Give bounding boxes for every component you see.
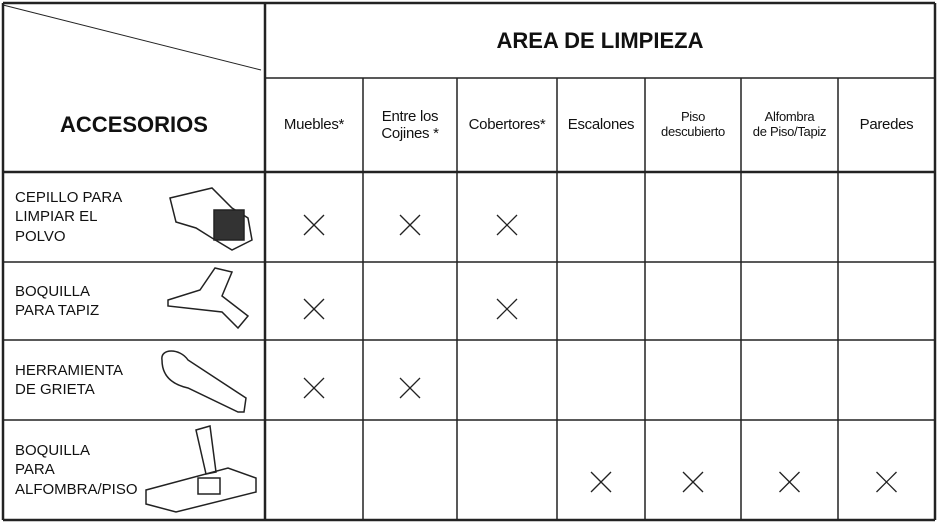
check-mark [303,377,325,399]
column-header: Entre los Cojines * [381,107,439,142]
icons [145,187,257,513]
check-mark [399,214,421,236]
column-header: Paredes [859,116,914,134]
check-stroke [399,377,421,399]
check-stroke [399,214,421,236]
check-stroke [682,471,704,493]
check-stroke [303,214,325,236]
row-label: CEPILLO PARA LIMPIAR EL POLVO [15,188,123,245]
check-stroke [876,471,897,493]
check-stroke [779,471,800,493]
check-mark [496,298,518,320]
column-header: Cobertores* [468,116,546,134]
check-stroke [590,471,612,493]
corner-label: ACCESORIOS [60,112,208,137]
check-mark [496,214,518,236]
check-stroke [496,214,518,236]
check-mark [303,214,325,236]
table-title: AREA DE LIMPIEZA [496,27,704,53]
check-stroke [303,377,325,399]
check-mark [876,471,897,493]
column-header: Alfombra de Piso/Tapiz [752,109,827,139]
floor-icon [145,425,257,513]
row-label: BOQUILLA PARA ALFOMBRA/PISO [15,441,138,498]
row-label: BOQUILLA PARA TAPIZ [15,282,100,320]
column-header: Escalones [567,116,635,134]
check-mark [303,298,325,320]
check-mark [590,471,612,493]
row-label: HERRAMIENTA DE GRIETA [15,361,124,399]
check-mark [682,471,704,493]
check-stroke [303,298,325,320]
check-mark [779,471,800,493]
check-stroke [496,298,518,320]
column-header: Muebles* [283,116,345,134]
brush-icon [169,187,253,251]
crevice-icon [161,350,247,413]
diagonal [2,4,262,71]
column-header: Piso descubierto [661,109,725,139]
check-mark [399,377,421,399]
upholstery-icon [167,267,250,330]
